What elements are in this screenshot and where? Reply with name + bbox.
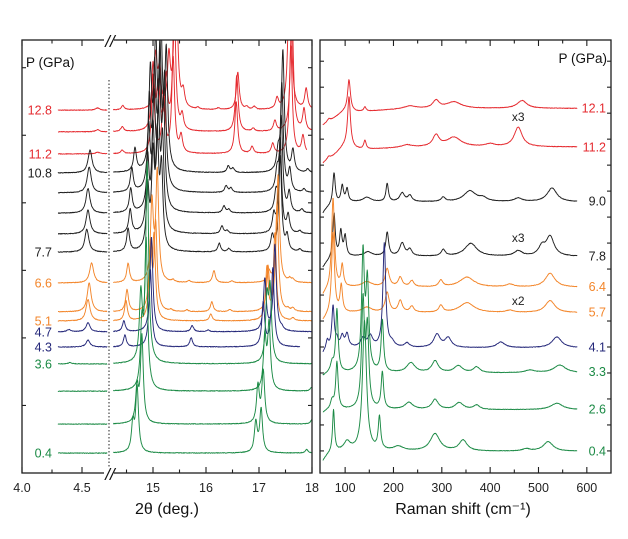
- xrd-axes: 4.0 4.5 15 16 17 18: [13, 40, 319, 495]
- spectrum-trace-11-2: [57, 45, 308, 155]
- raman-axes: 100 200 300 400 500 600: [320, 40, 611, 495]
- pressure-label: 0.4: [589, 444, 606, 458]
- spectrum-trace-0-4: [57, 384, 312, 454]
- pressure-label: 6.4: [589, 280, 606, 294]
- spectrum-trace-11-2: [322, 96, 578, 164]
- spectrum-trace-0-4: [322, 320, 578, 461]
- pressure-label: 3.6: [35, 357, 52, 371]
- raman-legend-title: P (GPa): [558, 51, 607, 66]
- spectrum-trace-4-1: [322, 242, 578, 353]
- raman-pressure-labels: 12.1 11.2 9.0 7.8 6.4 5.7 4.1 3.3 2.6 0.4 x3 x3 x2: [512, 102, 606, 459]
- spectrum-trace-unlabeled-1: [57, 40, 312, 133]
- x-tick-label: 16: [199, 481, 213, 495]
- spectrum-trace-12-8: [57, 40, 312, 111]
- x-tick-label: 18: [305, 481, 319, 495]
- spectrum-trace-4-3: [57, 267, 301, 348]
- x-tick-label: 100: [335, 481, 356, 495]
- scale-factor-annotation: x3: [512, 110, 525, 124]
- x-tick-label: 600: [576, 481, 597, 495]
- xrd-traces: [57, 40, 312, 454]
- x-tick-label: 4.5: [73, 481, 90, 495]
- axis-break-mark-top: //: [104, 32, 117, 51]
- pressure-label: 7.8: [589, 249, 606, 263]
- spectrum-trace-unlabeled-9: [57, 201, 312, 313]
- pressure-label: 4.7: [35, 325, 52, 339]
- pressure-label: 11.2: [583, 140, 606, 154]
- spectrum-trace-unlabeled-5: [57, 67, 312, 214]
- axis-break-gap-bottom: [104, 468, 114, 478]
- spectrum-trace-unlabeled-14: [57, 236, 312, 392]
- spectrum-trace-9-0: [322, 172, 578, 214]
- axis-break-gap-top: [104, 35, 114, 45]
- x-tick-label: 17: [252, 481, 266, 495]
- spectrum-trace-4-7: [57, 236, 312, 333]
- pressure-label: 3.3: [589, 365, 606, 379]
- spectrum-trace-6-6: [57, 166, 312, 284]
- x-tick-label: 500: [528, 481, 549, 495]
- x-tick-label: 400: [480, 481, 501, 495]
- spectrum-trace-5-7: [322, 231, 578, 319]
- pressure-label: 4.1: [589, 341, 606, 355]
- raman-panel: 100 200 300 400 500 600 12.1 11.2 9.0 7.8 6.4 5.7 4…: [319, 39, 612, 518]
- raman-traces: [322, 79, 578, 461]
- spectrum-trace-7-8: [322, 212, 578, 268]
- pressure-label: 0.4: [35, 447, 52, 461]
- pressure-label: 4.3: [35, 341, 52, 355]
- spectrum-trace-3-6: [57, 160, 312, 365]
- xrd-panel: 4.0 4.5 15 16 17 18 12.811.210.87.76.65.14.74…: [13, 32, 319, 518]
- xrd-plot-frame: [21, 39, 313, 474]
- pressure-label: 5.1: [35, 315, 52, 329]
- x-tick-label: 300: [431, 481, 452, 495]
- pressure-label: 12.1: [582, 102, 606, 116]
- raman-x-axis-label: Raman shift (cm⁻¹): [395, 501, 531, 518]
- spectrum-trace-3-3: [322, 244, 578, 376]
- pressure-label: 11.2: [29, 147, 52, 161]
- pressure-label: 10.8: [28, 166, 52, 180]
- spectrum-trace-5-1: [57, 231, 312, 322]
- xrd-pressure-labels: 12.8 11.2 10.8 7.7 6.6 5.14.7 4.3 3.6 0.4: [28, 104, 52, 461]
- xrd-legend-title: P (GPa): [26, 55, 75, 70]
- scale-factor-annotation: x3: [512, 231, 525, 245]
- pressure-label: 7.7: [35, 246, 52, 260]
- x-tick-label: 15: [146, 481, 160, 495]
- spectrum-trace-unlabeled-15: [57, 333, 312, 425]
- x-tick-label: 200: [383, 481, 404, 495]
- pressure-label: 12.8: [28, 104, 52, 118]
- pressure-label: 6.6: [35, 276, 52, 290]
- spectrum-trace-10-8: [57, 40, 312, 174]
- x-tick-label: 4.0: [13, 481, 30, 495]
- scale-factor-annotation: x2: [512, 294, 525, 308]
- axis-break-mark-bottom: //: [104, 465, 117, 484]
- spectrum-trace-12-1: [322, 79, 578, 126]
- pressure-label: 5.7: [589, 306, 606, 320]
- pressure-label: 9.0: [589, 195, 606, 209]
- pressure-label: 2.6: [589, 403, 606, 417]
- xrd-x-axis-label: 2θ (deg.): [135, 501, 199, 518]
- spectrum-trace-6-4: [322, 197, 578, 294]
